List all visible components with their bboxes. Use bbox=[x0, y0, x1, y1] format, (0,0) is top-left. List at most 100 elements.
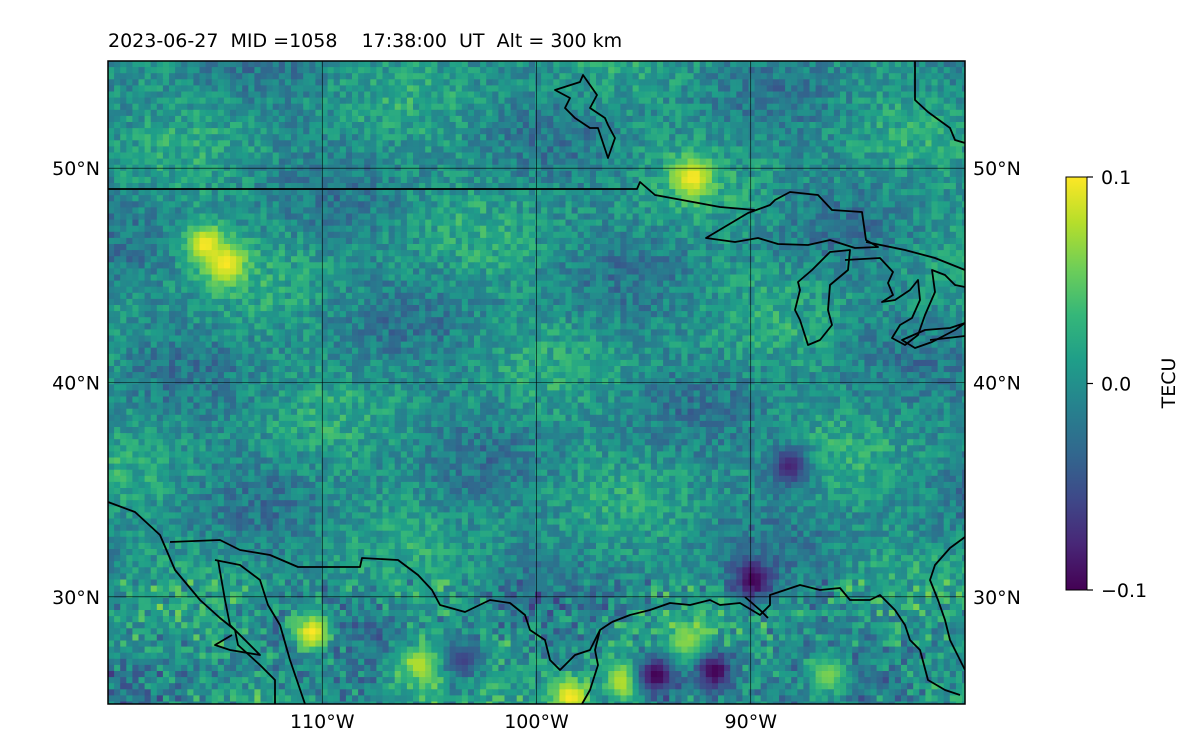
tec-cell bbox=[803, 79, 811, 86]
tec-cell bbox=[541, 140, 548, 147]
tec-cell bbox=[626, 67, 634, 74]
tec-cell bbox=[571, 73, 579, 80]
tec-cell bbox=[736, 262, 743, 269]
tec-cell bbox=[169, 244, 176, 251]
tec-cell bbox=[358, 97, 365, 105]
tec-cell bbox=[437, 146, 445, 154]
tec-cell bbox=[205, 170, 213, 178]
tec-cell bbox=[419, 237, 426, 245]
tec-cell bbox=[809, 213, 817, 221]
tec-cell bbox=[681, 189, 689, 196]
tec-cell bbox=[955, 67, 963, 74]
tec-cell bbox=[297, 207, 304, 215]
tec-cell bbox=[211, 61, 219, 68]
tec-cell bbox=[242, 152, 249, 160]
tec-cell bbox=[779, 207, 786, 215]
tec-cell bbox=[260, 176, 268, 184]
tec-cell bbox=[132, 79, 140, 86]
tec-cell bbox=[297, 103, 304, 111]
tec-cell bbox=[931, 207, 939, 215]
tec-cell bbox=[230, 256, 237, 263]
tec-cell bbox=[815, 103, 823, 111]
tec-cell bbox=[596, 219, 603, 227]
tec-cell bbox=[675, 183, 682, 190]
tec-cell bbox=[248, 207, 255, 215]
tec-cell bbox=[528, 109, 536, 117]
tec-cell bbox=[108, 73, 115, 80]
tec-cell bbox=[169, 262, 176, 269]
tec-cell bbox=[132, 195, 140, 202]
tec-cell bbox=[589, 103, 597, 111]
tec-cell bbox=[650, 189, 658, 196]
tec-cell bbox=[553, 152, 560, 160]
tec-cell bbox=[888, 85, 896, 93]
tec-cell bbox=[943, 91, 951, 99]
tec-cell bbox=[907, 213, 914, 221]
tec-cell bbox=[650, 244, 658, 251]
tec-cell bbox=[882, 268, 890, 276]
tec-cell bbox=[535, 158, 542, 166]
tec-cell bbox=[882, 244, 890, 251]
tec-cell bbox=[913, 213, 920, 221]
tec-cell bbox=[833, 158, 841, 166]
tec-cell bbox=[907, 201, 914, 208]
tec-cell bbox=[809, 79, 817, 86]
tec-cell bbox=[413, 128, 420, 135]
tec-cell bbox=[236, 158, 243, 166]
tec-cell bbox=[303, 152, 310, 160]
tec-cell bbox=[406, 91, 414, 99]
tec-cell bbox=[571, 61, 579, 68]
tec-cell bbox=[504, 225, 512, 233]
tec-cell bbox=[949, 244, 957, 251]
tec-cell bbox=[205, 237, 213, 245]
tec-cell bbox=[193, 225, 201, 233]
tec-cell bbox=[138, 79, 146, 86]
tec-cell bbox=[571, 189, 579, 196]
tec-cell bbox=[766, 244, 774, 251]
tec-cell bbox=[589, 152, 597, 160]
tec-cell bbox=[907, 237, 914, 245]
tec-cell bbox=[193, 207, 201, 215]
tec-cell bbox=[803, 268, 811, 276]
tec-cell bbox=[126, 244, 133, 251]
tec-cell bbox=[846, 85, 853, 93]
tec-cell bbox=[400, 91, 408, 99]
tec-cell bbox=[248, 67, 255, 74]
tec-cell bbox=[352, 158, 359, 166]
tec-cell bbox=[181, 195, 188, 202]
tec-cell bbox=[608, 140, 615, 147]
tec-cell bbox=[510, 225, 518, 233]
tec-cell bbox=[846, 201, 853, 208]
tec-cell bbox=[730, 183, 737, 190]
tec-cell bbox=[589, 262, 597, 269]
tec-cell bbox=[638, 256, 646, 263]
tec-cell bbox=[925, 268, 933, 276]
tec-cell bbox=[230, 109, 237, 117]
tec-cell bbox=[486, 67, 493, 74]
tec-cell bbox=[687, 170, 695, 178]
tec-cell bbox=[327, 189, 335, 196]
tec-cell bbox=[888, 79, 896, 86]
tec-cell bbox=[626, 73, 634, 80]
tec-cell bbox=[211, 219, 219, 227]
tec-cell bbox=[516, 183, 524, 190]
tec-cell bbox=[162, 152, 170, 160]
tec-cell bbox=[535, 225, 542, 233]
tec-cell bbox=[638, 195, 646, 202]
tec-cell bbox=[480, 128, 487, 135]
tec-cell bbox=[608, 237, 615, 245]
tec-cell bbox=[730, 256, 737, 263]
tec-cell bbox=[406, 189, 414, 196]
tec-cell bbox=[162, 115, 170, 123]
tec-cell bbox=[498, 85, 506, 93]
tec-cell bbox=[504, 152, 512, 160]
tec-cell bbox=[718, 219, 725, 227]
tec-cell bbox=[284, 231, 292, 239]
tec-cell bbox=[303, 115, 310, 123]
tec-cell bbox=[724, 115, 731, 123]
tec-cell bbox=[449, 140, 457, 147]
tec-cell bbox=[132, 115, 140, 123]
tec-cell bbox=[571, 146, 579, 154]
tec-cell bbox=[730, 170, 737, 178]
tec-cell bbox=[791, 219, 798, 227]
